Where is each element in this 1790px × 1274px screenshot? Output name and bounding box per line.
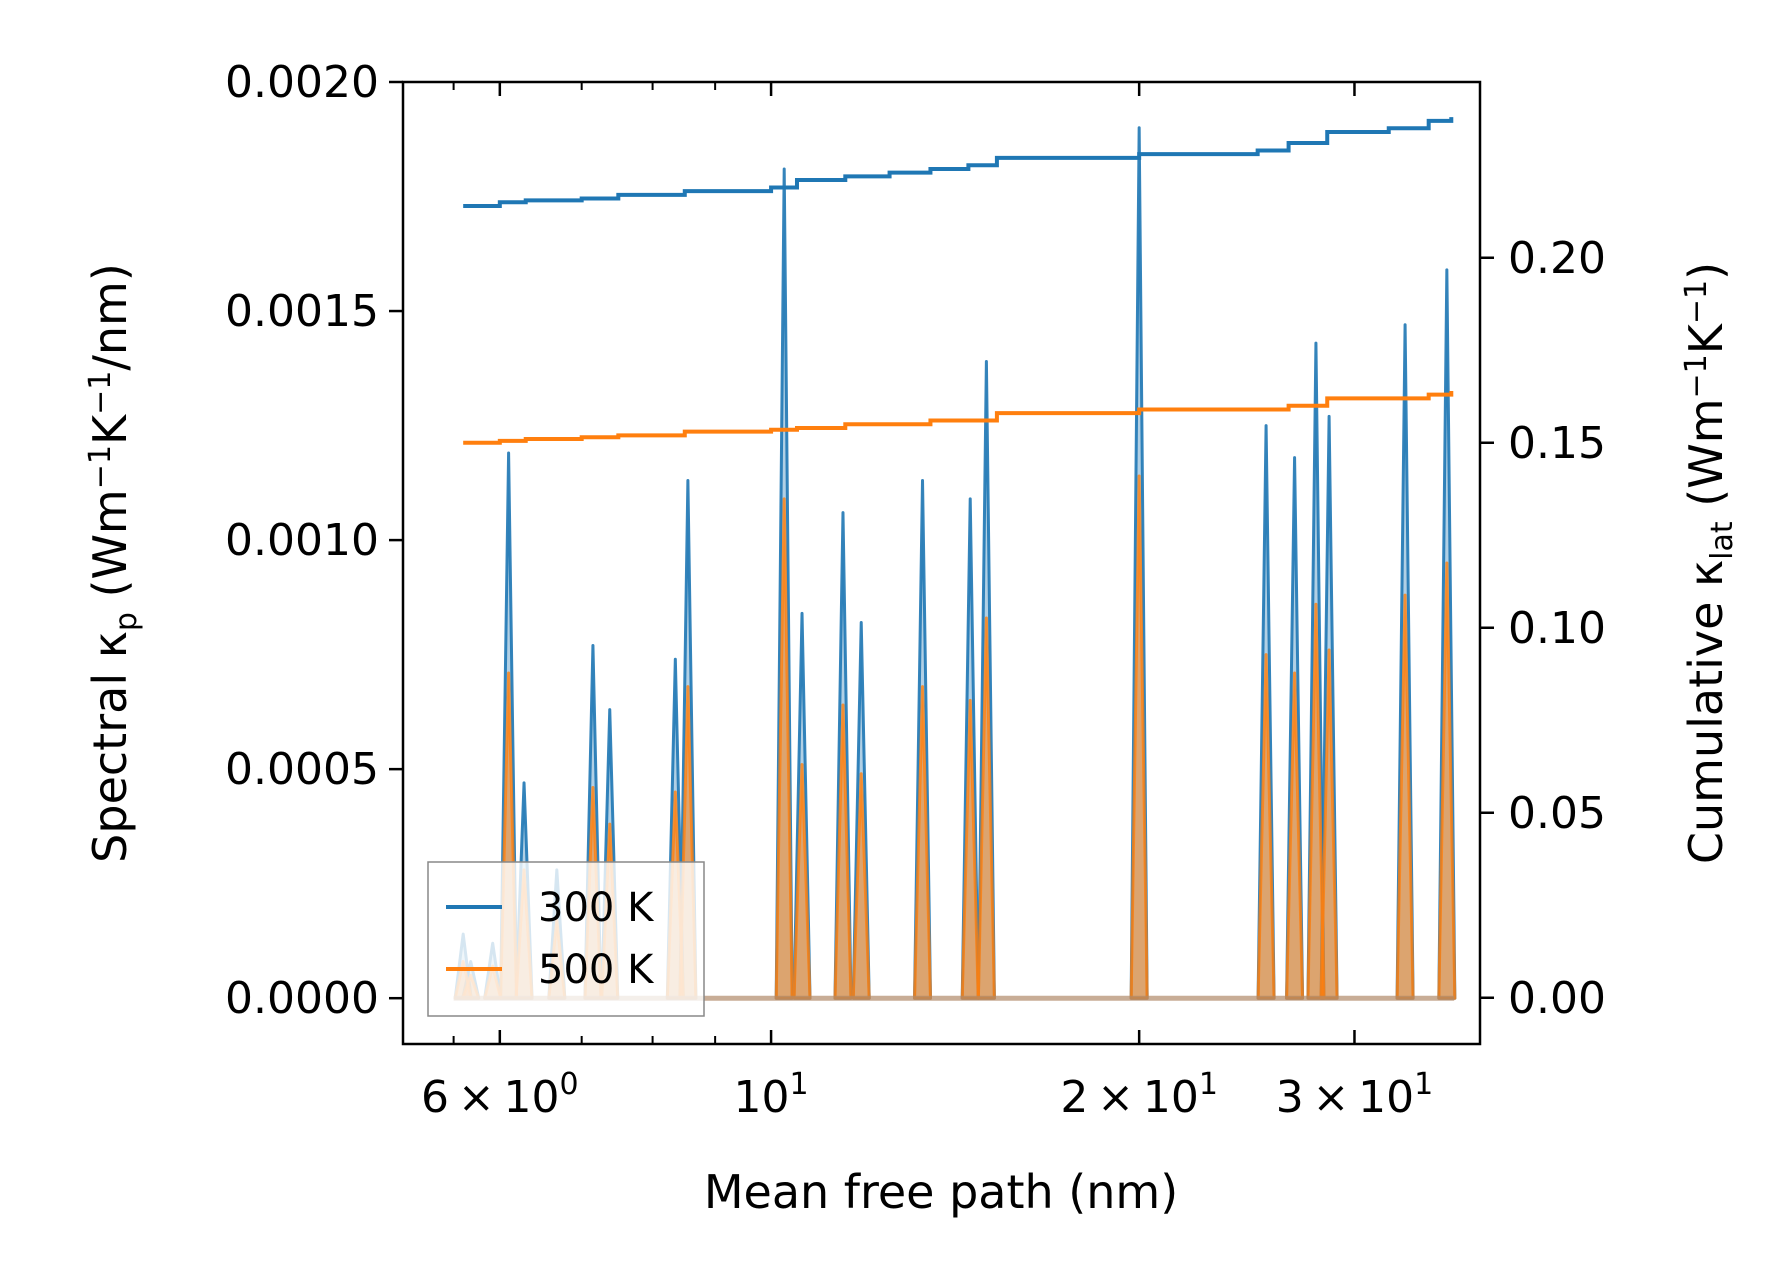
svg-text:Spectral κp (Wm−1K−1/nm): Spectral κp (Wm−1K−1/nm) xyxy=(83,263,144,863)
y-right-tick-label: 0.15 xyxy=(1508,418,1606,469)
y-right-tick-label: 0.10 xyxy=(1508,603,1606,654)
cumulative-line-500k xyxy=(463,390,1454,445)
x-axis-title: Mean free path (nm) xyxy=(704,1165,1178,1219)
y-left-tick-label: 0.0005 xyxy=(225,744,379,795)
y-right-title-sub: lat xyxy=(1705,521,1740,560)
y-left-tick-label: 0.0015 xyxy=(225,286,379,337)
cumulative-line-300k xyxy=(463,117,1454,208)
y-left-tick-label: 0.0010 xyxy=(225,515,379,566)
y-left-title-unit-c: /nm) xyxy=(83,263,137,370)
svg-text:Cumulative κlat (Wm−1K−1): Cumulative κlat (Wm−1K−1) xyxy=(1679,262,1740,864)
y-left-title-exp-2: −1 xyxy=(83,371,118,415)
x-tick-label: 3 × 101 xyxy=(1276,1067,1434,1123)
x-tick-label: 2 × 101 xyxy=(1060,1067,1218,1123)
y-axis-left: 0.0000 0.0005 0.0010 0.0015 0.0020 xyxy=(225,57,403,1024)
x-tick-label: 6 × 100 xyxy=(421,1067,579,1123)
y-axis-right: 0.00 0.05 0.10 0.15 0.20 xyxy=(1480,233,1606,1024)
y-right-title-exp-1: −1 xyxy=(1679,354,1714,398)
y-right-title-exp-2: −1 xyxy=(1679,280,1714,324)
y-right-title-main: Cumulative κ xyxy=(1679,560,1733,864)
x-axis: 6 × 100 101 2 × 101 3 × 101 xyxy=(421,82,1433,1123)
y-axis-right-title: Cumulative κlat (Wm−1K−1) xyxy=(1679,262,1740,864)
y-axis-left-title: Spectral κp (Wm−1K−1/nm) xyxy=(83,263,144,863)
y-right-tick-label: 0.00 xyxy=(1508,973,1606,1024)
y-left-title-unit-b: K xyxy=(83,413,137,445)
y-right-title-unit-a: (Wm xyxy=(1679,398,1733,506)
plot-frame xyxy=(401,80,1482,1046)
y-left-title-sub: p xyxy=(109,612,144,631)
legend-label-500k: 500 K xyxy=(538,947,655,993)
y-right-title-unit-b: K xyxy=(1679,322,1733,354)
y-right-tick-label: 0.05 xyxy=(1508,788,1606,839)
y-left-title-unit-a: (Wm xyxy=(83,489,137,597)
legend: 300 K 500 K xyxy=(427,861,705,1017)
y-right-tick-label: 0.20 xyxy=(1508,233,1606,284)
legend-label-300k: 300 K xyxy=(538,885,655,931)
y-left-tick-label: 0.0000 xyxy=(225,973,379,1024)
x-tick-label: 101 xyxy=(734,1067,809,1123)
y-left-title-exp-1: −1 xyxy=(83,445,118,489)
y-left-tick-label: 0.0020 xyxy=(225,57,379,108)
cumulative-layer xyxy=(463,117,1454,445)
y-left-title-main: Spectral κ xyxy=(83,631,137,863)
legend-box xyxy=(427,861,705,1017)
y-right-title-unit-c: ) xyxy=(1679,262,1733,280)
